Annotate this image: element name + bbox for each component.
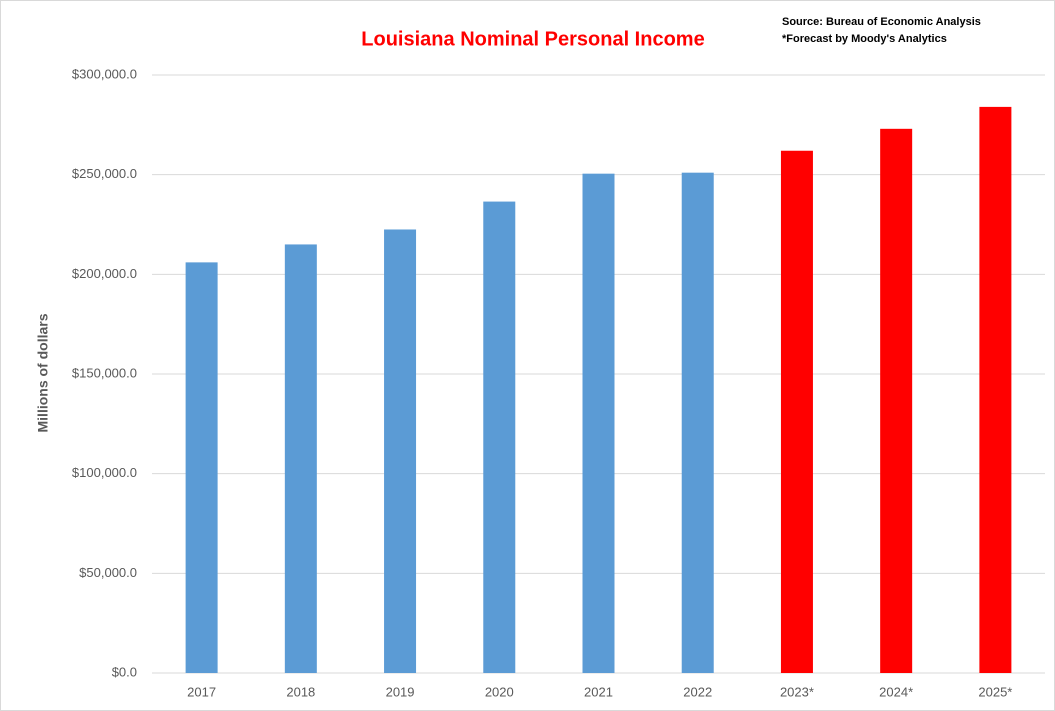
y-tick-label: $250,000.0: [72, 166, 137, 181]
y-tick-label: $50,000.0: [79, 565, 137, 580]
bar: [284, 244, 317, 673]
source-note: Source: Bureau of Economic Analysis: [782, 16, 981, 28]
x-tick-label: 2022: [683, 684, 712, 699]
x-tick-label: 2020: [485, 684, 514, 699]
bar: [880, 128, 913, 673]
x-tick-label: 2019: [386, 684, 415, 699]
bar: [681, 172, 714, 673]
x-tick-label: 2018: [286, 684, 315, 699]
y-tick-label: $300,000.0: [72, 66, 137, 81]
y-tick-label: $150,000.0: [72, 365, 137, 380]
bar: [780, 150, 813, 673]
x-tick-label: 2024*: [879, 684, 913, 699]
x-tick-label: 2025*: [978, 684, 1012, 699]
y-tick-label: $0.0: [112, 664, 137, 679]
bar: [979, 106, 1012, 674]
bar: [582, 173, 615, 674]
forecast-note: *Forecast by Moody's Analytics: [782, 33, 947, 45]
y-tick-label: $200,000.0: [72, 266, 137, 281]
x-tick-label: 2023*: [780, 684, 814, 699]
y-axis-label: Millions of dollars: [35, 313, 51, 432]
x-tick-label: 2021: [584, 684, 613, 699]
chart-title: Louisiana Nominal Personal Income: [361, 28, 704, 50]
bar: [185, 262, 218, 673]
y-tick-label: $100,000.0: [72, 465, 137, 480]
bar: [384, 229, 417, 673]
bar: [483, 201, 516, 673]
x-tick-label: 2017: [187, 684, 216, 699]
